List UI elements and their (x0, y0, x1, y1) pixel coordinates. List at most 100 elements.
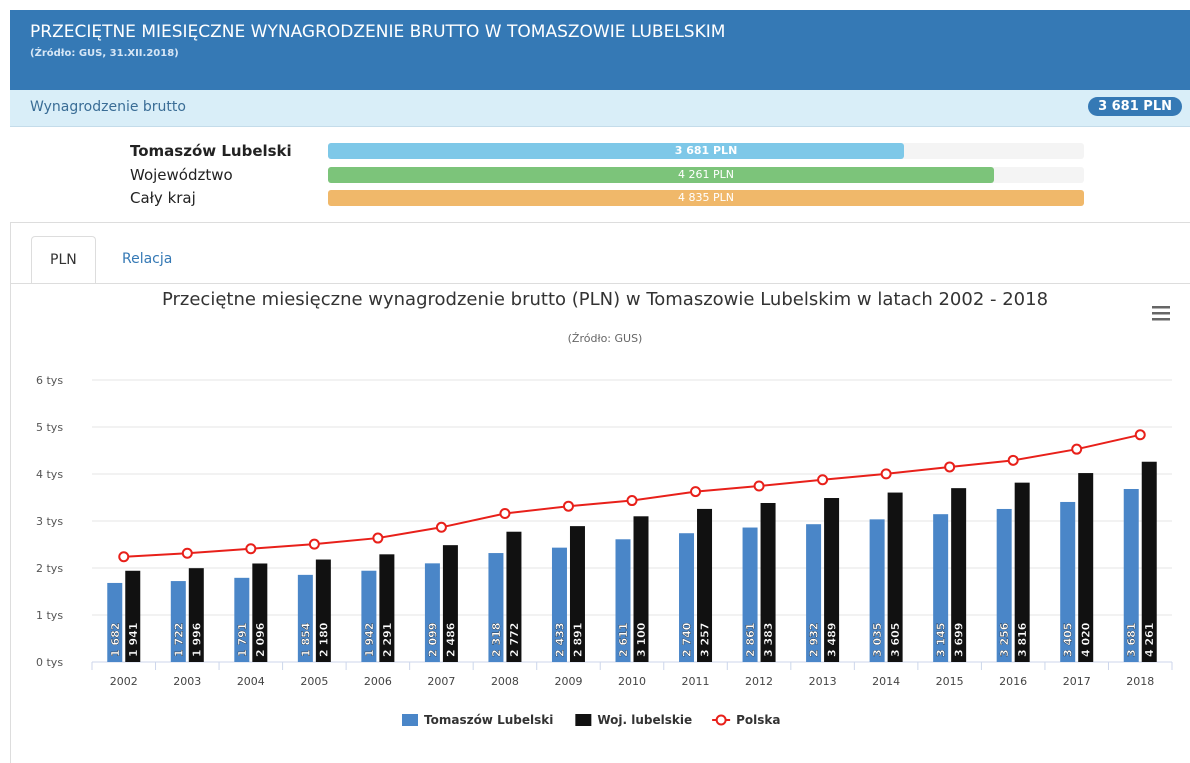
bar (328, 190, 1084, 206)
bar (697, 508, 713, 662)
data-label: 2 861 (744, 623, 757, 657)
data-label: 3 383 (762, 623, 775, 657)
data-label: 2 486 (444, 622, 457, 657)
bar (551, 547, 567, 662)
legend-item: Woj. lubelskie (575, 713, 692, 727)
bar (569, 526, 585, 662)
x-tick-label: 2014 (872, 675, 900, 688)
x-tick-label: 2015 (936, 675, 964, 688)
bar (633, 516, 649, 662)
data-label: 3 035 (871, 623, 884, 657)
marker (1134, 429, 1146, 441)
summary: Wynagrodzenie brutto 3 681 PLN (10, 90, 1190, 127)
data-label: 1 682 (109, 623, 122, 657)
marker (753, 480, 765, 492)
bar-label: 4 261 PLN (678, 167, 734, 181)
bar (361, 570, 377, 662)
tab[interactable]: PLN (31, 236, 96, 284)
bar (933, 514, 949, 662)
menu-icon[interactable] (1152, 306, 1170, 321)
marker (817, 474, 829, 486)
bar (760, 502, 776, 662)
legend-symbol (715, 714, 727, 726)
x-tick-label: 2012 (745, 675, 773, 688)
header-source: (Źródło: GUS, 31.XII.2018) (30, 48, 179, 59)
bar (328, 143, 904, 159)
header: PRZECIĘTNE MIESIĘCZNE WYNAGRODZENIE BRUT… (10, 10, 1190, 90)
row-label: Województwo (130, 165, 233, 184)
x-tick-label: 2010 (618, 675, 646, 688)
data-label: 2 099 (426, 623, 439, 657)
marker (245, 543, 257, 555)
chart-subtitle: (Źródło: GUS) (568, 332, 643, 345)
data-label: 1 854 (299, 622, 312, 657)
data-label: 2 932 (808, 623, 821, 657)
data-label: 3 699 (953, 623, 966, 657)
comparison-row: Cały kraj 4 835 PLN (10, 187, 1190, 210)
data-label: 3 681 (1125, 623, 1138, 657)
x-tick-label: 2005 (300, 675, 328, 688)
header-title: PRZECIĘTNE MIESIĘCZNE WYNAGRODZENIE BRUT… (30, 22, 726, 42)
bar-label: 3 681 PLN (674, 144, 738, 157)
marker (435, 521, 447, 533)
x-tick-label: 2017 (1063, 675, 1091, 688)
y-tick-label: 3 tys (36, 515, 63, 528)
bar-label: 4 835 PLN (678, 191, 734, 204)
data-label: 2 891 (571, 623, 584, 657)
y-tick-label: 2 tys (36, 562, 63, 575)
bar (615, 539, 631, 662)
data-label: 3 489 (826, 623, 839, 657)
bar (1141, 461, 1157, 662)
legend-label: Polska (736, 713, 780, 727)
bar (252, 563, 268, 662)
bar (1060, 501, 1076, 662)
bar (869, 519, 885, 662)
data-label: 1 722 (172, 623, 185, 657)
summary-value: 3 681 PLN (1088, 97, 1182, 116)
chart: Przeciętne miesięczne wynagrodzenie brut… (36, 289, 1173, 727)
bar (1014, 482, 1030, 662)
bar (742, 527, 758, 662)
data-label: 2 291 (381, 623, 394, 657)
row-label: Tomaszów Lubelski (130, 142, 292, 160)
bar (824, 498, 840, 662)
bar (125, 570, 141, 662)
summary-label: Wynagrodzenie brutto (30, 99, 186, 115)
y-tick-label: 0 tys (36, 656, 63, 669)
comparison-row: Tomaszów Lubelski 3 681 PLN (10, 140, 1190, 163)
data-label: 4 020 (1080, 622, 1093, 657)
bar (328, 166, 995, 183)
tab[interactable]: Relacja (122, 251, 173, 267)
bar (488, 553, 504, 662)
marker (118, 551, 130, 563)
marker (1071, 443, 1083, 455)
comparison: Tomaszów Lubelski 3 681 PLN Województwo 4 2… (10, 127, 1190, 223)
x-tick-label: 2003 (173, 675, 201, 688)
bar-track (328, 143, 1084, 159)
y-tick-label: 4 tys (36, 468, 63, 481)
data-label: 3 816 (1016, 622, 1029, 657)
divider (10, 222, 11, 763)
data-label: 2 611 (617, 623, 630, 657)
bar (234, 577, 250, 662)
data-label: 1 941 (127, 623, 140, 657)
row-label: Cały kraj (130, 189, 196, 207)
bar (996, 508, 1012, 662)
data-label: 3 100 (635, 622, 648, 657)
marker (181, 547, 193, 559)
marker (372, 532, 384, 544)
x-tick-label: 2013 (809, 675, 837, 688)
data-label: 2 318 (490, 623, 503, 657)
legend-label: Tomaszów Lubelski (424, 713, 553, 727)
bar (315, 559, 331, 662)
data-label: 2 096 (254, 622, 267, 657)
legend-symbol (575, 714, 592, 726)
x-tick-label: 2008 (491, 675, 519, 688)
bar (442, 545, 458, 662)
data-label: 4 261 (1143, 623, 1156, 657)
bar (188, 568, 204, 662)
x-tick-label: 2011 (682, 675, 710, 688)
data-label: 1 996 (190, 622, 203, 657)
marker (690, 486, 702, 498)
